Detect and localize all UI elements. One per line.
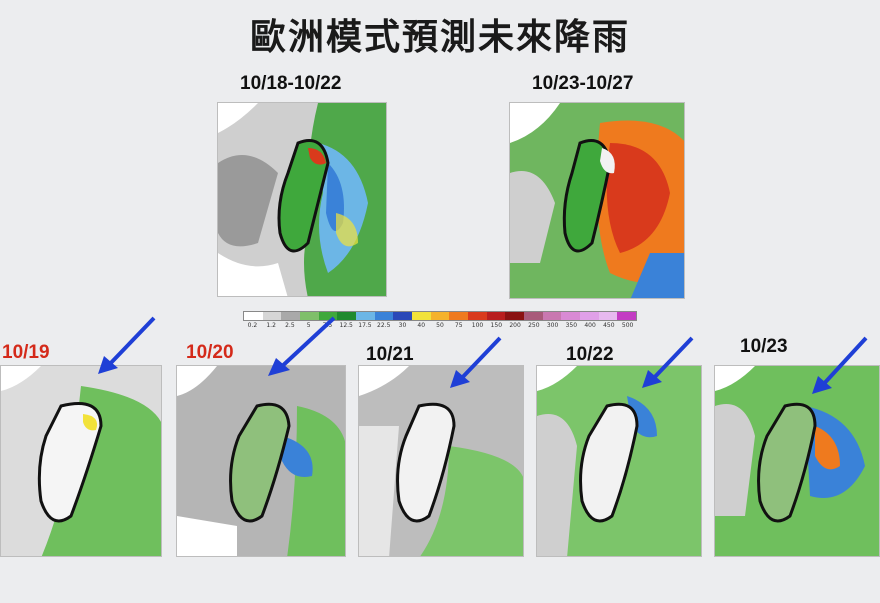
panel-label-10-20: 10/20 [186,342,234,363]
legend-tick-label: 5 [306,322,311,329]
legend-swatch [505,312,525,320]
legend-swatch [617,312,637,320]
legend-swatch [486,312,506,320]
legend-tick-label: 100 [471,322,484,329]
legend-tick-label: 17.5 [358,322,372,329]
legend-tick-label: 350 [565,322,578,329]
legend-tick-label: 450 [603,322,615,329]
legend-tick-label: 50 [436,322,444,329]
rainfall-map-10-23 [714,365,880,557]
legend-swatch [524,312,543,320]
panel-label-10-21: 10/21 [366,344,414,365]
rainfall-map-10-21 [358,365,524,557]
legend-swatch [281,312,301,320]
panel-label-10-18-10-22: 10/18-10/22 [240,73,342,94]
legend-tick-label: 500 [621,322,634,329]
page-title: 歐洲模式預測未來降雨 [249,17,630,58]
legend-swatch [300,312,319,320]
legend-swatch [374,312,394,320]
rainfall-map-10-23-10-27 [509,102,685,299]
legend-swatch [244,312,263,320]
legend-swatch [356,312,375,320]
arrow-icon-10-23 [812,336,868,394]
legend-swatch [542,312,562,320]
legend-swatch [598,312,618,320]
legend-swatch [412,312,431,320]
legend-tick-label: 30 [398,322,407,329]
legend-swatch [337,312,357,320]
legend-tick-label: 400 [584,322,596,329]
legend-tick-label: 300 [546,322,559,329]
legend-tick-labels: 0.21.22.557.512.517.522.5304050751001502… [243,322,637,332]
arrow-icon-10-20 [268,316,336,376]
legend-swatch [318,312,338,320]
legend-swatch [468,312,487,320]
legend-swatch [262,312,282,320]
panel-label-10-23-10-27: 10/23-10/27 [532,73,634,94]
panel-label-10-22: 10/22 [566,344,614,365]
legend-tick-label: 75 [454,322,463,329]
panel-label-10-23: 10/23 [740,336,788,357]
legend-tick-label: 200 [509,322,521,329]
legend-tick-label: 150 [490,322,503,329]
arrow-icon-10-22 [642,336,694,388]
legend-tick-label: 2.5 [285,322,295,329]
legend-tick-label: 0.2 [247,322,258,329]
arrow-icon-10-19 [98,316,156,374]
legend-tick-label: 22.5 [377,322,391,329]
rainfall-map-10-22 [536,365,702,557]
legend-color-bar [243,311,637,321]
rainfall-map-10-20 [176,365,346,557]
legend-swatch [449,312,469,320]
legend-swatch [430,312,450,320]
rainfall-map-10-18-10-22 [217,102,387,297]
legend-swatch [580,312,599,320]
rainfall-map-10-19 [0,365,162,557]
legend-tick-label: 250 [528,322,540,329]
panel-label-10-19: 10/19 [2,342,50,363]
legend-swatch [561,312,581,320]
legend-tick-label: 40 [417,322,426,329]
legend-tick-label: 1.2 [266,322,276,329]
legend-tick-label: 12.5 [339,322,353,329]
arrow-icon-10-21 [450,336,502,388]
legend-swatch [393,312,413,320]
rainfall-color-legend: 0.21.22.557.512.517.522.5304050751001502… [243,311,637,333]
